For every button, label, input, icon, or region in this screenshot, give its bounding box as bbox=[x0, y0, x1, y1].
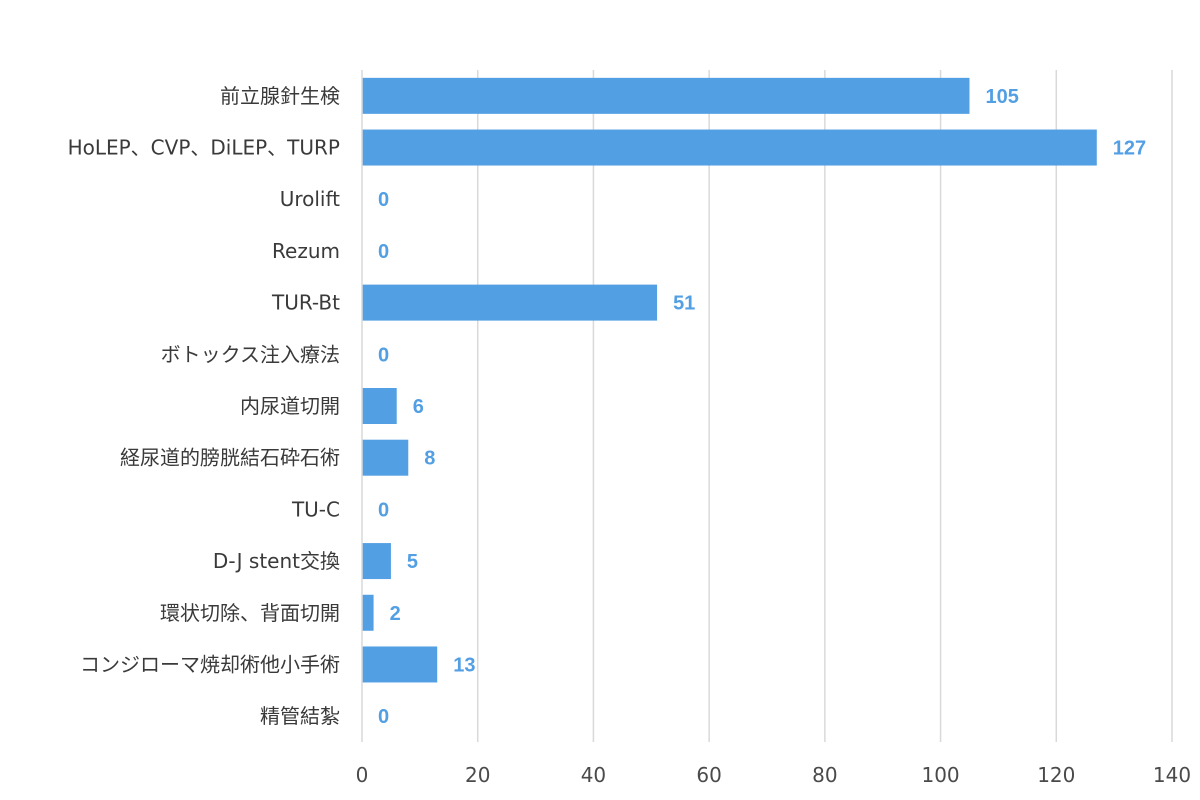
data-label: 2 bbox=[390, 603, 401, 625]
category-label: D-J stent交換 bbox=[213, 549, 340, 573]
data-label: 0 bbox=[378, 706, 389, 728]
bar-1 bbox=[362, 129, 1097, 166]
data-label: 0 bbox=[378, 241, 389, 263]
data-label: 13 bbox=[453, 654, 475, 676]
bar-9 bbox=[362, 543, 391, 580]
gridlines bbox=[476, 70, 1173, 742]
category-label: TUR-Bt bbox=[271, 291, 340, 315]
bar-6 bbox=[362, 388, 397, 424]
x-tick-label: 60 bbox=[696, 763, 721, 787]
bar-7 bbox=[362, 439, 409, 476]
data-label: 6 bbox=[413, 396, 424, 418]
category-label: コンジローマ焼却術他小手術 bbox=[80, 652, 340, 676]
labels: 前立腺針生検 105 HoLEP、CVP、DiLEP、TURP 127 Urolift 0… bbox=[68, 84, 1147, 728]
x-tick-label: 0 bbox=[356, 763, 369, 787]
x-tick-label: 80 bbox=[812, 763, 837, 787]
bar-4 bbox=[362, 284, 658, 321]
category-label: Rezum bbox=[272, 239, 340, 263]
category-label: 環状切除、背面切開 bbox=[160, 601, 340, 625]
bar-10 bbox=[362, 594, 374, 631]
data-label: 0 bbox=[378, 344, 389, 366]
bars bbox=[362, 77, 1097, 683]
data-label: 8 bbox=[424, 448, 435, 470]
x-tick-label: 20 bbox=[465, 763, 490, 787]
category-label: HoLEP、CVP、DiLEP、TURP bbox=[68, 136, 340, 160]
x-tick-label: 100 bbox=[921, 763, 959, 787]
category-label: 精管結紮 bbox=[260, 704, 340, 728]
category-label: 前立腺針生検 bbox=[220, 84, 340, 108]
data-label: 0 bbox=[378, 189, 389, 211]
x-tick-label: 140 bbox=[1153, 763, 1191, 787]
category-label: TU-C bbox=[291, 497, 340, 521]
category-label: Urolift bbox=[280, 187, 340, 211]
x-tick-label: 40 bbox=[581, 763, 606, 787]
axes: 0 20 40 60 80 100 120 140 bbox=[356, 70, 1191, 787]
category-label: ボトックス注入療法 bbox=[161, 342, 340, 366]
data-label: 51 bbox=[673, 293, 695, 315]
category-label: 内尿道切開 bbox=[240, 394, 340, 418]
bar-0 bbox=[362, 77, 970, 114]
data-label: 105 bbox=[986, 86, 1019, 108]
data-label: 5 bbox=[407, 551, 418, 573]
data-label: 0 bbox=[378, 499, 389, 521]
bar-11 bbox=[362, 646, 438, 683]
data-label: 127 bbox=[1113, 138, 1146, 160]
category-label: 経尿道的膀胱結石砕石術 bbox=[120, 446, 340, 470]
x-tick-label: 120 bbox=[1037, 763, 1075, 787]
